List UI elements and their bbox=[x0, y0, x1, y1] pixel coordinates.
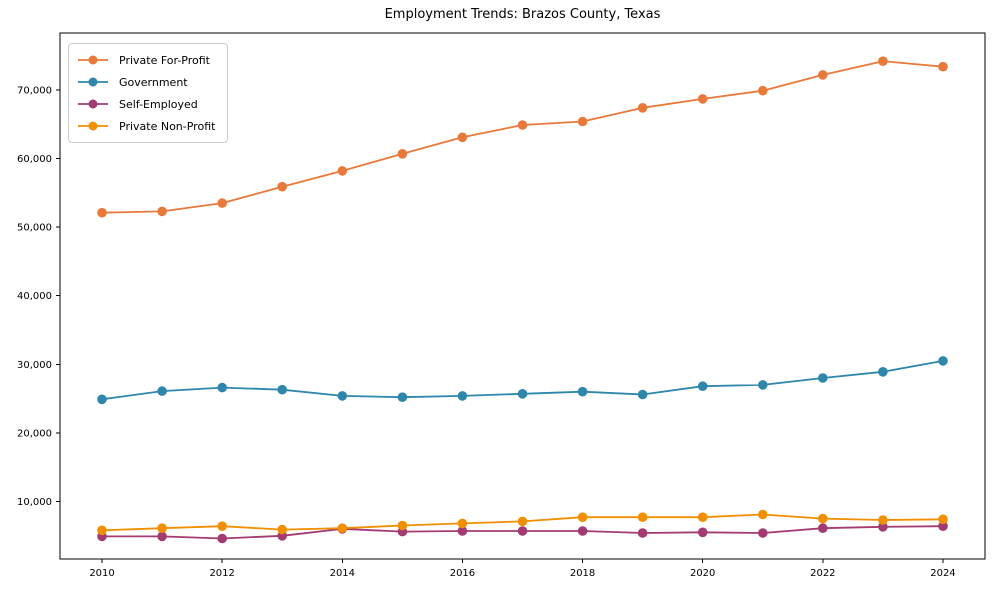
data-point bbox=[878, 367, 888, 377]
data-point bbox=[758, 380, 768, 390]
data-point bbox=[878, 56, 888, 66]
data-point bbox=[818, 513, 828, 524]
data-point bbox=[938, 514, 948, 525]
data-point bbox=[697, 527, 708, 538]
data-point bbox=[818, 373, 828, 383]
data-point bbox=[457, 391, 468, 401]
legend-item-private-non-profit: Private Non-Profit bbox=[76, 115, 215, 137]
legend: Private For-Profit Government Self-Employe… bbox=[68, 43, 229, 143]
data-point bbox=[517, 516, 528, 527]
data-point bbox=[217, 521, 227, 531]
legend-label: Government bbox=[119, 75, 188, 89]
y-tick-label: 60,000 bbox=[17, 154, 52, 165]
data-point bbox=[577, 386, 588, 397]
data-point bbox=[577, 116, 588, 127]
data-point bbox=[277, 384, 288, 395]
series-markers-government bbox=[97, 356, 948, 405]
data-point bbox=[637, 528, 648, 538]
data-point bbox=[938, 521, 948, 531]
y-tick-label: 50,000 bbox=[17, 223, 52, 234]
data-point bbox=[97, 394, 107, 405]
data-point bbox=[457, 526, 468, 536]
series-line-private-for-profit bbox=[101, 60, 944, 214]
x-tick-label: 2010 bbox=[89, 568, 114, 579]
data-point bbox=[697, 512, 708, 522]
data-point bbox=[517, 120, 528, 130]
data-point bbox=[217, 198, 227, 208]
legend-item-government: Government bbox=[76, 71, 215, 93]
legend-item-self-employed: Self-Employed bbox=[76, 93, 215, 115]
data-point bbox=[878, 515, 888, 525]
data-point bbox=[517, 526, 528, 536]
data-point bbox=[217, 533, 227, 544]
legend-label: Private Non-Profit bbox=[119, 119, 216, 133]
y-tick-label: 70,000 bbox=[17, 85, 52, 96]
x-tick-label: 2014 bbox=[330, 568, 355, 579]
y-tick-label: 40,000 bbox=[17, 291, 52, 302]
data-point bbox=[217, 382, 227, 393]
legend-label: Private For-Profit bbox=[119, 53, 210, 67]
y-tick-label: 20,000 bbox=[17, 428, 52, 439]
data-point bbox=[758, 85, 768, 96]
y-tick-label: 30,000 bbox=[17, 360, 52, 371]
data-point bbox=[577, 512, 588, 522]
series-markers-private-non-profit bbox=[97, 509, 948, 536]
data-point bbox=[818, 523, 828, 533]
data-point bbox=[337, 391, 348, 401]
data-point bbox=[277, 181, 288, 192]
legend-label: Self-Employed bbox=[119, 97, 198, 111]
data-point bbox=[397, 520, 408, 531]
data-point bbox=[697, 94, 708, 104]
x-tick-label: 2022 bbox=[810, 568, 835, 579]
data-point bbox=[637, 103, 648, 113]
data-point bbox=[397, 149, 408, 159]
data-point bbox=[758, 528, 768, 538]
data-point bbox=[97, 525, 107, 536]
data-point bbox=[938, 61, 948, 72]
data-point bbox=[637, 512, 648, 522]
x-tick-label: 2016 bbox=[450, 568, 475, 579]
data-point bbox=[157, 531, 167, 542]
data-point bbox=[938, 356, 948, 366]
data-point bbox=[97, 207, 107, 218]
data-point bbox=[337, 166, 348, 176]
legend-line-marker-icon bbox=[78, 99, 108, 109]
legend-line-marker-icon bbox=[78, 55, 108, 65]
legend-line-marker-icon bbox=[78, 77, 108, 87]
x-tick-label: 2020 bbox=[690, 568, 715, 579]
x-tick-label: 2012 bbox=[209, 568, 234, 579]
data-point bbox=[397, 392, 408, 403]
data-point bbox=[157, 386, 167, 396]
data-point bbox=[157, 523, 167, 533]
data-point bbox=[457, 132, 468, 143]
data-point bbox=[157, 206, 167, 217]
series-markers-private-for-profit bbox=[97, 56, 948, 218]
data-point bbox=[277, 524, 288, 535]
data-point bbox=[457, 518, 468, 529]
data-point bbox=[517, 389, 528, 399]
legend-item-private-for-profit: Private For-Profit bbox=[76, 49, 215, 71]
chart-title: Employment Trends: Brazos County, Texas bbox=[384, 7, 661, 22]
data-point bbox=[637, 389, 648, 400]
data-point bbox=[577, 526, 588, 536]
legend-line-marker-icon bbox=[78, 121, 108, 131]
data-point bbox=[818, 70, 828, 80]
x-tick-label: 2024 bbox=[930, 568, 955, 579]
data-point bbox=[697, 381, 708, 392]
x-tick-label: 2018 bbox=[570, 568, 595, 579]
data-point bbox=[337, 523, 348, 533]
y-tick-label: 10,000 bbox=[17, 497, 52, 508]
data-point bbox=[878, 522, 888, 532]
data-point bbox=[758, 509, 768, 520]
